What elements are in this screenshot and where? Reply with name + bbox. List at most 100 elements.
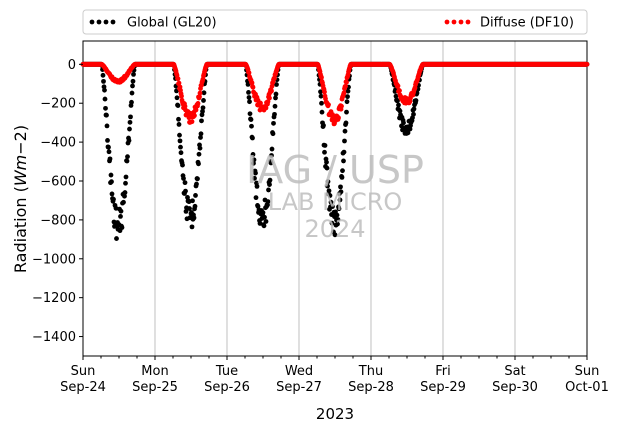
data-point [109, 191, 115, 197]
x-tick-label-date: Sep-30 [492, 380, 538, 395]
data-point [100, 72, 106, 78]
data-point [122, 190, 128, 195]
data-point [195, 176, 200, 182]
data-point [251, 157, 257, 163]
data-point [123, 174, 129, 180]
grid-lines [154, 41, 516, 356]
data-point [192, 203, 198, 209]
data-point [187, 206, 192, 211]
data-point [269, 153, 274, 158]
y-tick-label: −200 [40, 97, 76, 112]
data-point [270, 131, 276, 137]
data-point [318, 89, 323, 95]
x-tick-label-date: Sep-24 [60, 380, 106, 395]
x-tick-label-weekday: Sun [71, 364, 96, 379]
data-point [106, 149, 112, 155]
data-point [249, 123, 254, 129]
data-point [176, 80, 182, 86]
data-point [106, 144, 111, 150]
data-point [122, 193, 127, 199]
data-point [195, 101, 201, 106]
data-point [273, 95, 278, 101]
x-tick-label-weekday: Mon [141, 364, 168, 379]
data-points [80, 61, 590, 241]
data-point [266, 187, 271, 193]
y-axis-label-unit: Wm [11, 155, 30, 186]
data-point [338, 189, 344, 195]
data-point [267, 95, 272, 101]
data-point [200, 108, 205, 114]
data-point [251, 160, 256, 166]
data-point [252, 175, 257, 181]
data-point [263, 105, 269, 111]
data-point [201, 90, 207, 96]
data-point [321, 123, 326, 128]
data-point [401, 120, 406, 126]
data-point [250, 152, 256, 157]
data-point [126, 138, 132, 144]
data-point [340, 168, 345, 174]
data-point [130, 78, 136, 84]
data-point [344, 109, 349, 115]
data-point [197, 145, 203, 151]
data-point [396, 102, 401, 108]
data-point [395, 83, 401, 89]
watermark-line-1: IAG / USP [246, 148, 424, 192]
data-point [246, 70, 252, 76]
data-point [199, 118, 204, 124]
data-point [177, 132, 182, 138]
data-point [343, 83, 348, 89]
data-point [272, 103, 278, 109]
data-point [341, 158, 346, 164]
data-point [332, 232, 338, 238]
legend-label-global: Global (GL20) [127, 16, 217, 31]
x-tick-label-weekday: Sun [575, 364, 600, 379]
data-point [183, 188, 188, 194]
data-point [107, 156, 113, 162]
data-point [108, 172, 114, 178]
x-tick-label-date: Sep-27 [276, 380, 322, 395]
data-point [192, 113, 197, 118]
data-point [174, 95, 180, 101]
data-point [182, 103, 188, 109]
data-point [194, 181, 199, 187]
legend-marker-global [89, 19, 116, 25]
data-point [326, 102, 331, 108]
data-point [253, 195, 259, 201]
y-tick-label: −1200 [32, 291, 76, 306]
data-point [175, 103, 181, 108]
data-point [338, 184, 343, 190]
data-point [326, 188, 332, 194]
legend-marker-diffuse [444, 19, 471, 25]
data-point [265, 199, 271, 204]
y-tick-label: 0 [68, 58, 76, 73]
data-point [182, 180, 188, 186]
data-point [109, 179, 114, 185]
x-tick-label-date: Sep-26 [204, 380, 250, 395]
x-tick-label-weekday: Sat [504, 364, 525, 379]
data-point [272, 75, 277, 81]
data-point [198, 135, 203, 140]
data-point [102, 96, 108, 102]
data-point [268, 160, 274, 166]
data-point [123, 180, 128, 186]
y-axis-label: Radiation (Wm−2) [11, 125, 30, 273]
data-point [129, 90, 135, 96]
data-point [319, 75, 324, 80]
data-point [191, 215, 197, 221]
x-tick-label-weekday: Thu [358, 364, 383, 379]
data-point [198, 131, 204, 137]
y-tick-label: −800 [40, 213, 76, 228]
data-point [263, 219, 269, 224]
x-tick-label-weekday: Fri [435, 364, 451, 379]
data-point [337, 197, 343, 203]
y-axis-label-unit-rest: −2 [11, 131, 30, 155]
data-point [131, 71, 136, 77]
data-point [342, 138, 347, 144]
data-point [249, 80, 255, 86]
data-point [405, 130, 411, 136]
data-point [197, 90, 203, 96]
data-point [341, 149, 347, 155]
data-point [201, 98, 206, 103]
